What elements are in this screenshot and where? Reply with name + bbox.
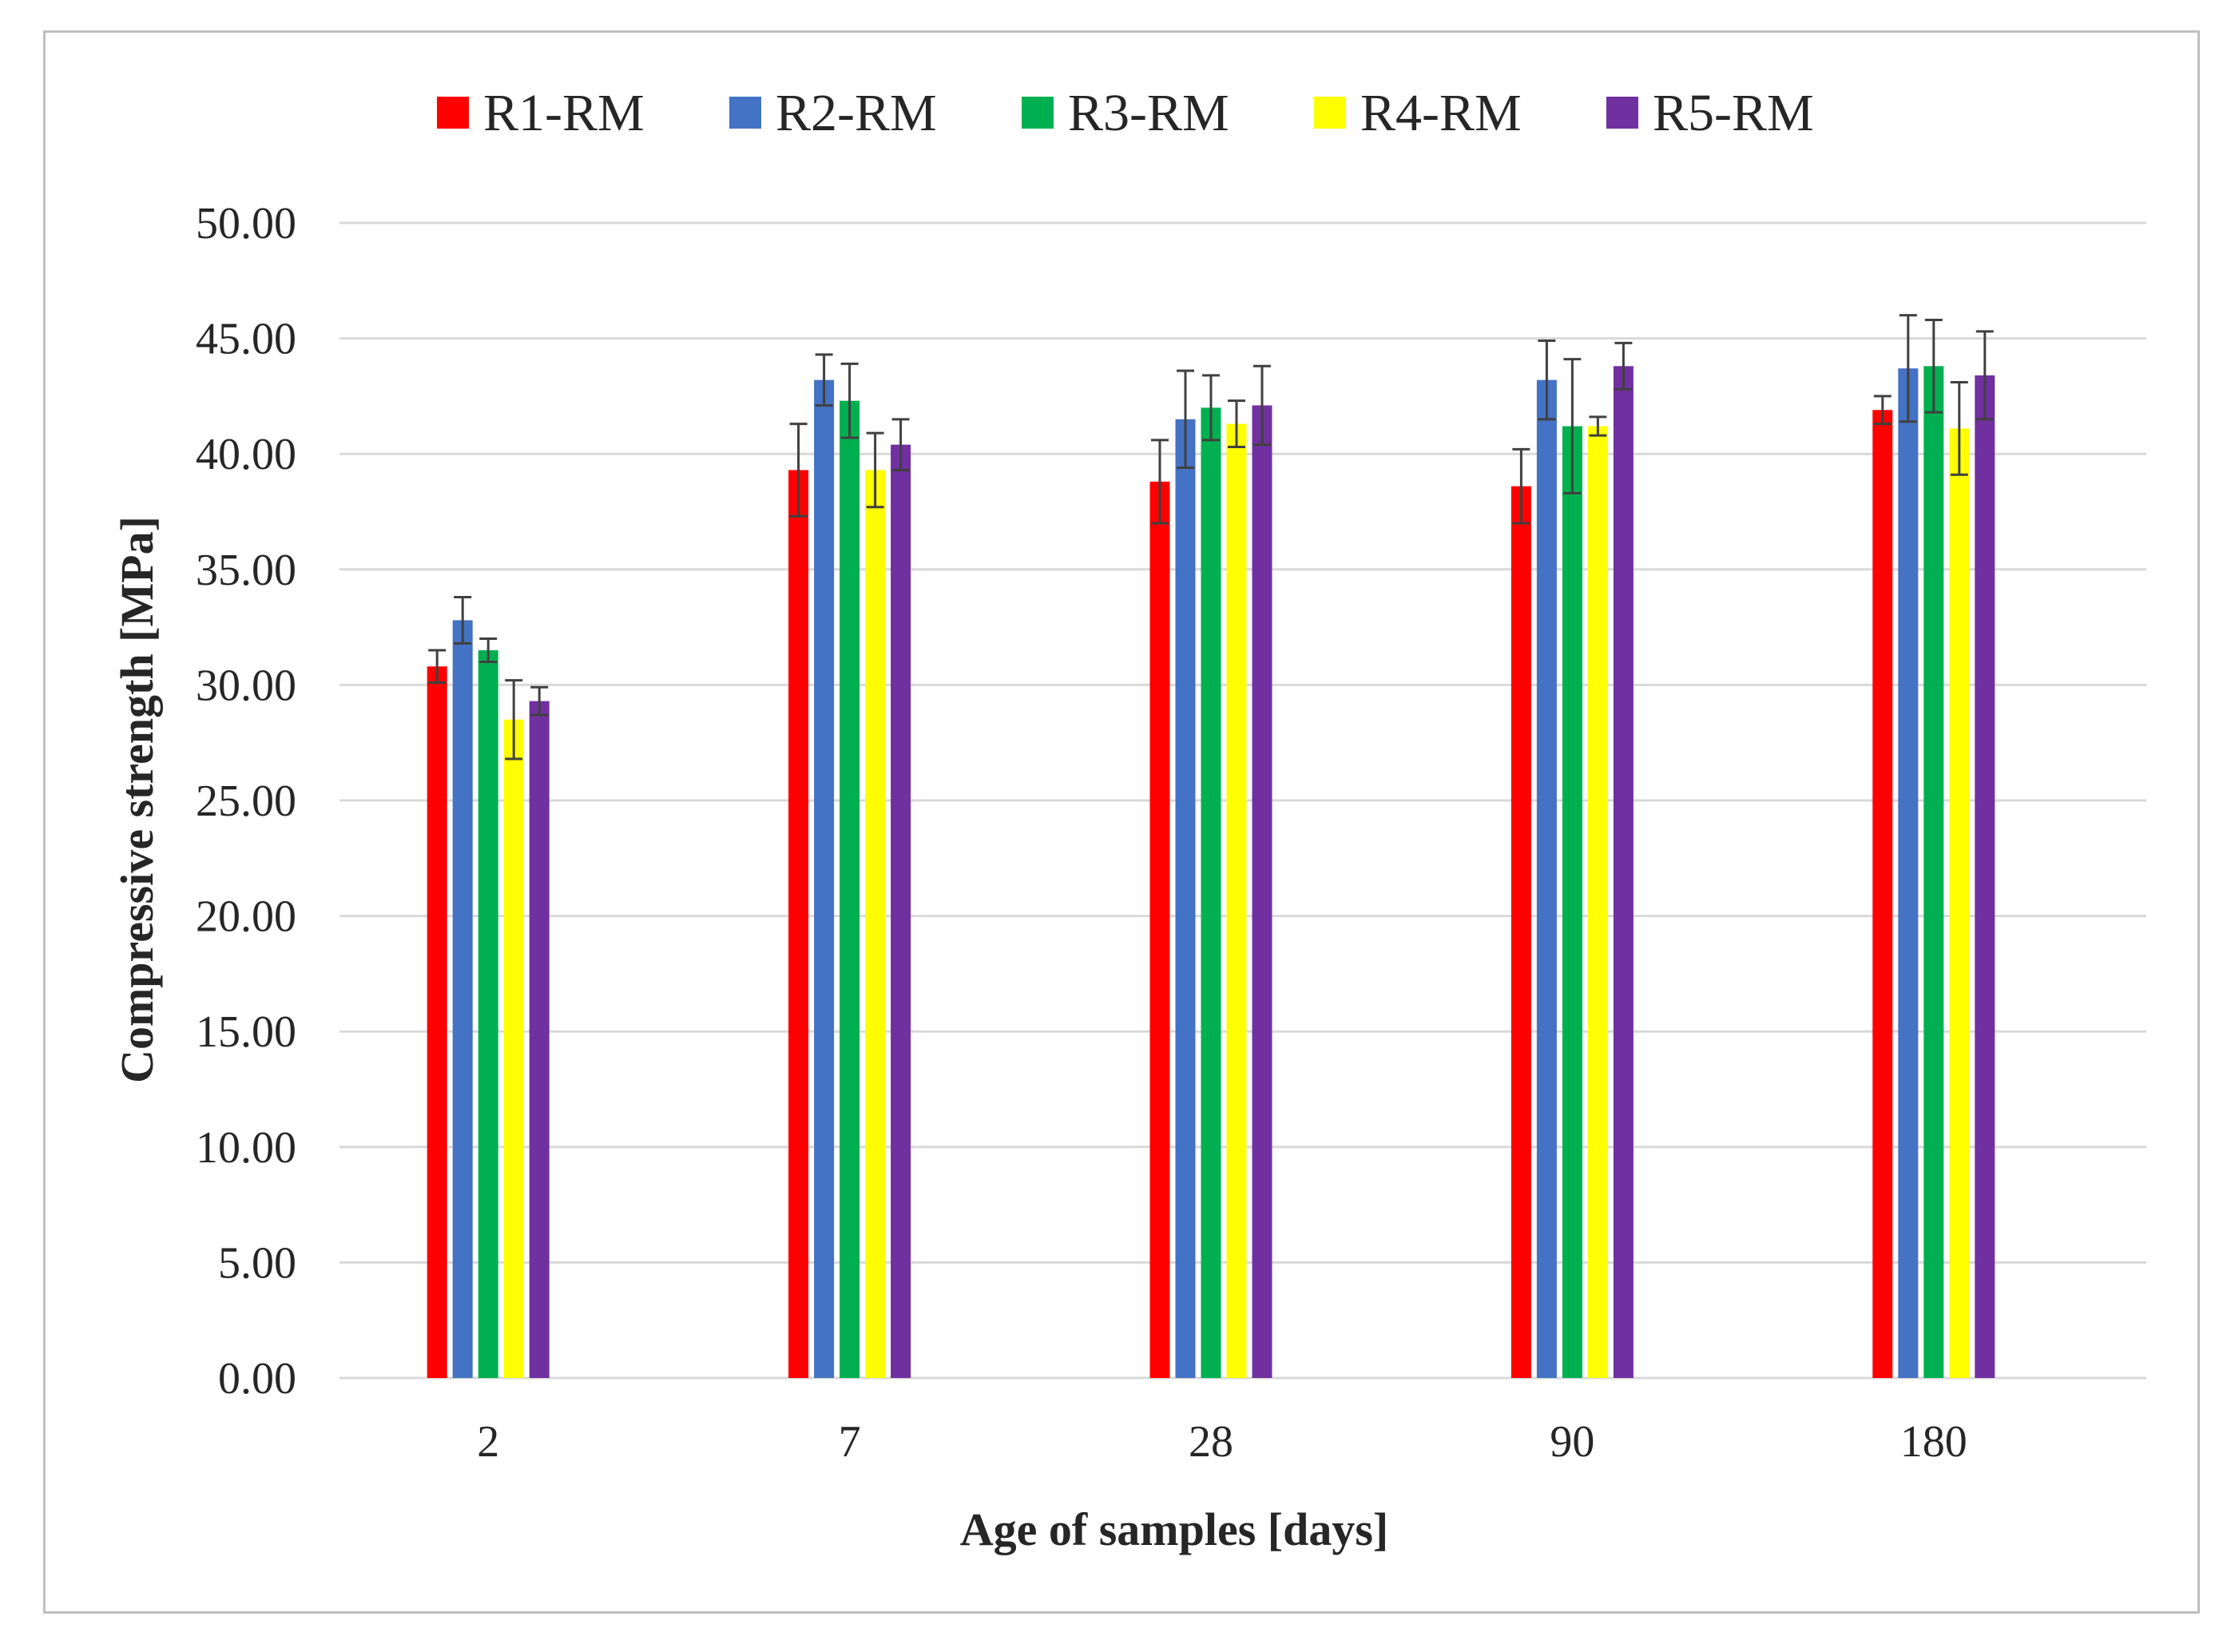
bars [427, 366, 1995, 1379]
bar-r1-rm-28 [1149, 481, 1170, 1378]
legend-swatch [1314, 97, 1346, 129]
bar-r3-rm-28 [1201, 407, 1221, 1378]
legend-swatch [437, 97, 469, 129]
error-bar-r2-rm-2 [454, 596, 472, 645]
error-bar-r1-rm-180 [1873, 395, 1892, 426]
y-tick-label: 50.00 [196, 199, 296, 248]
legend-label: R3-RM [1068, 84, 1229, 142]
bar-r2-rm-28 [1175, 419, 1196, 1378]
error-bar-r2-rm-90 [1538, 339, 1556, 421]
y-tick-label: 35.00 [196, 546, 296, 595]
bar-r3-rm-90 [1562, 426, 1582, 1378]
error-bar-r3-rm-28 [1202, 374, 1220, 442]
y-tick-label: 40.00 [196, 430, 296, 479]
error-bar-r5-rm-2 [530, 685, 549, 717]
x-axis-ticks: 2 7 28 90 180 [477, 1417, 1967, 1467]
legend-swatch [1606, 97, 1638, 129]
chart-frame: 0.00 5.00 10.00 15.00 20.00 25.00 30.00 35.00 40… [43, 30, 2200, 1614]
bar-r4-rm-2 [503, 719, 524, 1378]
legend: R1-RM R2-RM R3-RM R4-RM R5-RM [437, 84, 1814, 142]
bar-r5-rm-90 [1613, 366, 1634, 1379]
bar-r1-rm-90 [1510, 486, 1531, 1378]
y-tick-label: 0.00 [218, 1354, 296, 1404]
bar-r2-rm-90 [1536, 379, 1557, 1378]
legend-label: R5-RM [1653, 84, 1814, 142]
bar-r1-rm-2 [427, 666, 447, 1378]
legend-item-r3-rm: R3-RM [1022, 84, 1229, 142]
error-bar-r4-rm-2 [505, 679, 523, 760]
error-bar-r4-rm-180 [1950, 381, 1968, 476]
y-axis-title: Compressive strength [MPa] [111, 516, 163, 1083]
error-bar-r1-rm-28 [1151, 439, 1169, 525]
error-bar-r1-rm-7 [789, 423, 808, 518]
legend-label: R4-RM [1360, 84, 1522, 142]
bar-r4-rm-7 [865, 470, 886, 1378]
legend-item-r4-rm: R4-RM [1314, 84, 1522, 142]
x-tick-label: 90 [1550, 1417, 1594, 1467]
y-tick-label: 5.00 [218, 1238, 296, 1288]
error-bar-r1-rm-2 [428, 649, 447, 685]
bar-r4-rm-90 [1587, 426, 1608, 1378]
error-bar-r3-rm-180 [1924, 318, 1943, 414]
bar-r5-rm-2 [529, 701, 550, 1378]
bar-r4-rm-28 [1226, 423, 1247, 1378]
bar-r2-rm-180 [1898, 368, 1919, 1378]
y-axis-ticks: 0.00 5.00 10.00 15.00 20.00 25.00 30.00 35.00 40… [196, 199, 296, 1404]
x-tick-label: 180 [1900, 1417, 1967, 1467]
bar-r5-rm-28 [1252, 405, 1272, 1378]
y-tick-label: 25.00 [196, 776, 296, 826]
y-tick-label: 10.00 [196, 1123, 296, 1173]
legend-item-r2-rm: R2-RM [729, 84, 937, 142]
x-tick-label: 7 [839, 1417, 861, 1467]
bar-r2-rm-7 [814, 379, 835, 1378]
error-bar-r1-rm-90 [1512, 447, 1530, 525]
error-bar-r2-rm-7 [815, 353, 833, 407]
y-tick-label: 30.00 [196, 661, 296, 710]
error-bar-r5-rm-90 [1614, 341, 1633, 391]
error-bars [428, 314, 1994, 760]
x-tick-label: 2 [477, 1417, 499, 1467]
error-bar-r5-rm-180 [1975, 330, 1994, 421]
legend-item-r1-rm: R1-RM [437, 84, 645, 142]
error-bar-r2-rm-28 [1177, 369, 1194, 470]
y-tick-label: 15.00 [196, 1007, 296, 1057]
y-tick-label: 20.00 [196, 892, 296, 942]
bar-r5-rm-180 [1975, 375, 1995, 1378]
legend-label: R2-RM [776, 84, 937, 142]
error-bar-r3-rm-2 [479, 637, 498, 663]
compressive-strength-bar-chart: 0.00 5.00 10.00 15.00 20.00 25.00 30.00 35.00 40… [111, 84, 2146, 1555]
error-bar-r2-rm-180 [1899, 314, 1917, 423]
x-tick-label: 28 [1189, 1417, 1233, 1467]
x-axis-title: Age of samples [days] [960, 1503, 1388, 1555]
bar-r1-rm-7 [788, 470, 809, 1378]
bar-r3-rm-7 [840, 400, 860, 1379]
bar-r1-rm-180 [1872, 410, 1893, 1379]
bar-r3-rm-2 [478, 650, 498, 1378]
y-tick-label: 45.00 [196, 315, 296, 364]
error-bar-r4-rm-28 [1228, 399, 1245, 449]
bar-r4-rm-180 [1949, 428, 1970, 1379]
bar-r3-rm-180 [1923, 366, 1944, 1379]
error-bar-r4-rm-7 [866, 431, 884, 509]
bar-r2-rm-2 [452, 620, 473, 1378]
legend-label: R1-RM [483, 84, 645, 142]
error-bar-r3-rm-7 [840, 362, 859, 439]
legend-item-r5-rm: R5-RM [1606, 84, 1814, 142]
error-bar-r5-rm-28 [1253, 364, 1271, 447]
bar-r5-rm-7 [891, 444, 911, 1378]
legend-swatch [1022, 97, 1054, 129]
error-bar-r4-rm-90 [1589, 415, 1607, 437]
error-bar-r5-rm-7 [891, 418, 910, 471]
legend-swatch [729, 97, 761, 129]
error-bar-r3-rm-90 [1563, 358, 1582, 494]
